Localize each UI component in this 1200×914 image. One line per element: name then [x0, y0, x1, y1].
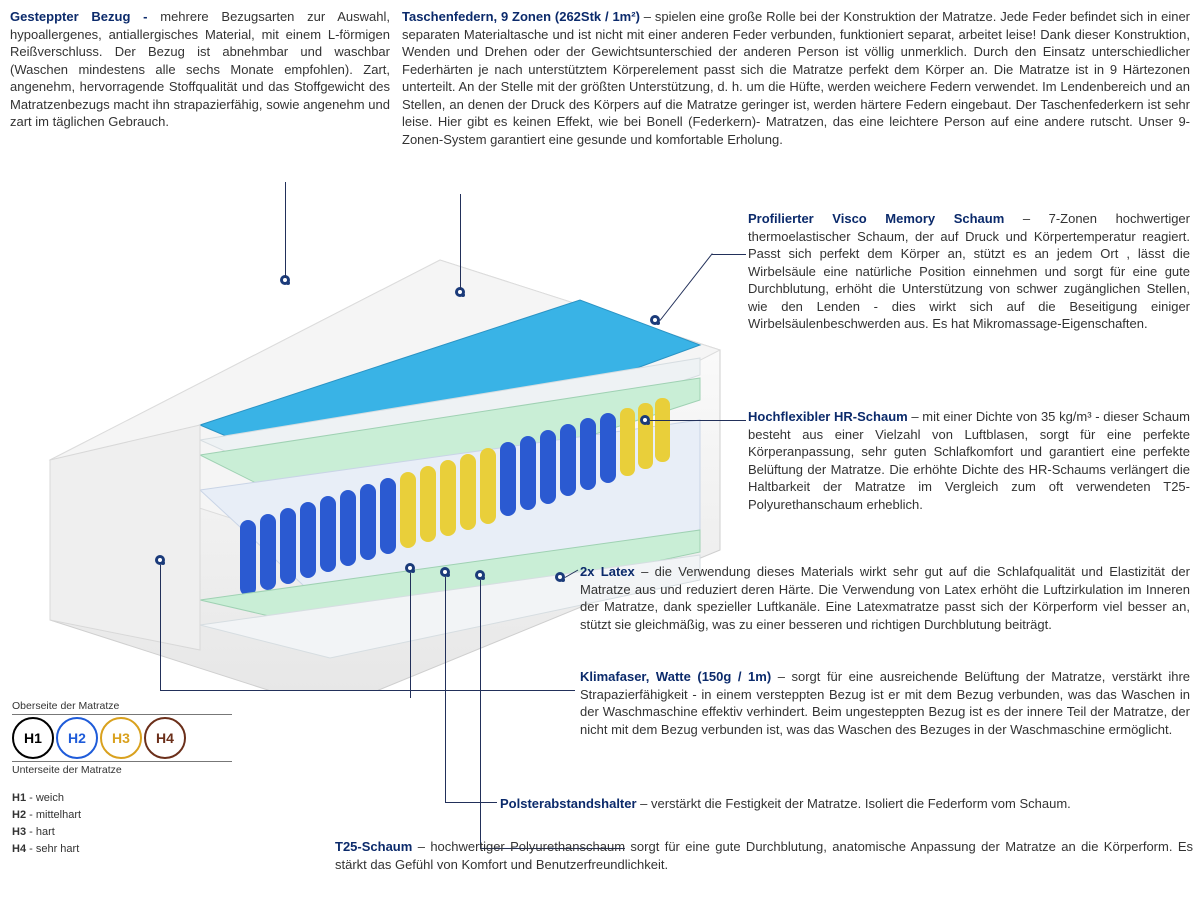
body-visco: – 7-Zonen hochwertiger thermoelastischer…	[748, 211, 1190, 331]
section-hr: Hochflexibler HR-Schaum – mit einer Dich…	[748, 408, 1190, 513]
section-klima: Klimafaser, Watte (150g / 1m) – sorgt fü…	[580, 668, 1190, 738]
hardness-ring-h2: H2	[56, 717, 98, 759]
body-t25: – hochwertiger Polyurethanschaum sorgt f…	[335, 839, 1193, 872]
body-latex: – die Verwendung dieses Materials wirkt …	[580, 564, 1190, 632]
dot-klima	[155, 555, 165, 565]
title-polster: Polsterabstandshalter	[500, 796, 637, 811]
section-t25: T25-Schaum – hochwertiger Polyurethansch…	[335, 838, 1193, 873]
title-cover: Gesteppter Bezug -	[10, 9, 147, 24]
hardness-ring-h1: H1	[12, 717, 54, 759]
hardness-line-h1: H1 - weich	[12, 790, 232, 807]
line-cover	[285, 182, 286, 278]
title-latex: 2x Latex	[580, 564, 635, 579]
line-polster-v	[445, 577, 446, 802]
hardness-legend: Oberseite der Matratze H1H2H3H4 Untersei…	[12, 700, 232, 858]
line-springs	[460, 194, 461, 290]
section-latex: 2x Latex – die Verwendung dieses Materia…	[580, 563, 1190, 633]
body-hr: – mit einer Dichte von 35 kg/m³ - dieser…	[748, 409, 1190, 512]
line-polster-h	[445, 802, 497, 803]
line-visco-b	[712, 254, 746, 255]
line-hr	[650, 420, 746, 421]
hardness-bottom-label: Unterseite der Matratze	[12, 764, 232, 776]
hardness-ring-h3: H3	[100, 717, 142, 759]
title-springs: Taschenfedern, 9 Zonen (262Stk / 1m²)	[402, 9, 640, 24]
title-t25: T25-Schaum	[335, 839, 412, 854]
hardness-line-h3: H3 - hart	[12, 824, 232, 841]
section-polster: Polsterabstandshalter – verstärkt die Fe…	[500, 795, 1192, 813]
line-klima-h	[160, 690, 575, 691]
hardness-line-h4: H4 - sehr hart	[12, 841, 232, 858]
body-polster: – verstärkt die Festigkeit der Matratze.…	[637, 796, 1071, 811]
dot-polster1	[405, 563, 415, 573]
line-klima-v	[160, 565, 161, 690]
dot-t25	[475, 570, 485, 580]
body-cover: mehrere Bezugsarten zur Auswahl, hypoall…	[10, 9, 390, 129]
line-t25-v	[480, 580, 481, 848]
body-springs: – spielen eine große Rolle bei der Konst…	[402, 9, 1190, 147]
title-visco: Profilierter Visco Memory Schaum	[748, 211, 1004, 226]
title-hr: Hochflexibler HR-Schaum	[748, 409, 908, 424]
section-cover: Gesteppter Bezug - mehrere Bezugsarten z…	[10, 8, 390, 148]
dot-polster2	[440, 567, 450, 577]
hardness-ring-h4: H4	[144, 717, 186, 759]
hardness-top-label: Oberseite der Matratze	[12, 700, 232, 712]
section-visco: Profilierter Visco Memory Schaum – 7-Zon…	[748, 210, 1190, 333]
dot-hr	[640, 415, 650, 425]
section-springs: Taschenfedern, 9 Zonen (262Stk / 1m²) – …	[402, 8, 1190, 148]
dot-latex	[555, 572, 565, 582]
line-polster-v2	[410, 573, 411, 698]
hardness-line-h2: H2 - mittelhart	[12, 807, 232, 824]
title-klima: Klimafaser, Watte (150g / 1m)	[580, 669, 771, 684]
